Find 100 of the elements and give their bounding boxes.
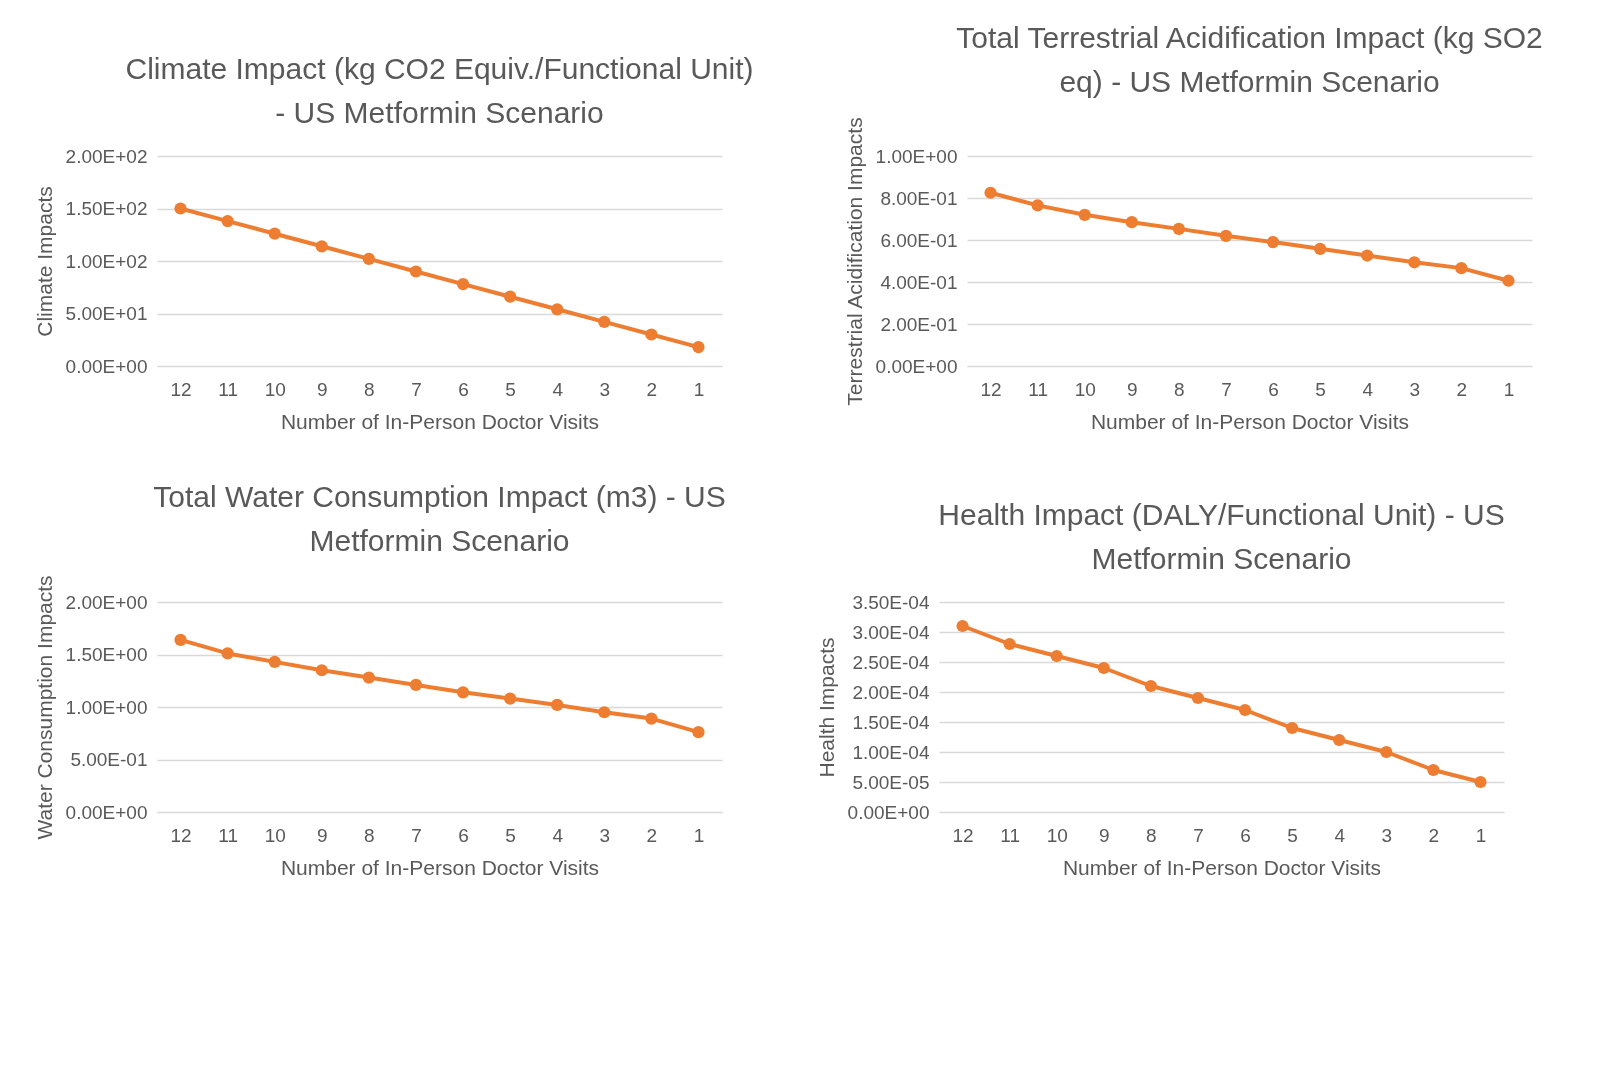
point bbox=[174, 633, 187, 646]
point bbox=[1078, 208, 1091, 221]
y-axis-title: Health Impacts bbox=[814, 637, 838, 778]
point bbox=[1097, 661, 1110, 675]
y-tick-label: 4.00E-01 bbox=[880, 271, 958, 293]
point bbox=[1144, 679, 1157, 693]
x-tick-label: 11 bbox=[1000, 824, 1020, 846]
x-axis-title: Number of In-Person Doctor Visits bbox=[280, 409, 600, 433]
point bbox=[551, 698, 564, 712]
x-tick-label: 1 bbox=[693, 824, 705, 846]
point bbox=[1408, 256, 1421, 269]
y-tick-label: 5.00E+01 bbox=[65, 303, 148, 324]
y-axis-title: Water Consumption Impacts bbox=[32, 575, 56, 840]
y-tick-label: 1.00E+00 bbox=[875, 145, 958, 167]
x-tick-label: 12 bbox=[170, 824, 192, 846]
x-tick-label: 8 bbox=[1146, 824, 1157, 846]
y-tick-label: 1.00E-04 bbox=[852, 741, 930, 763]
x-tick-label: 11 bbox=[218, 378, 238, 400]
point bbox=[1125, 216, 1138, 229]
x-axis-title: Number of In-Person Doctor Visits bbox=[1062, 855, 1382, 879]
point bbox=[504, 290, 517, 303]
point bbox=[1050, 649, 1063, 663]
x-tick-label: 9 bbox=[1099, 824, 1110, 846]
x-tick-label: 4 bbox=[552, 378, 564, 400]
y-tick-label: 2.00E-04 bbox=[852, 681, 930, 703]
x-tick-label: 9 bbox=[317, 378, 328, 400]
x-tick-label: 8 bbox=[1174, 378, 1185, 400]
x-tick-label: 5 bbox=[505, 378, 516, 400]
point bbox=[645, 328, 658, 341]
x-tick-label: 4 bbox=[1362, 378, 1374, 400]
point bbox=[1191, 691, 1205, 705]
y-tick-label: 0.00E+00 bbox=[65, 355, 148, 377]
chart-title: Total Terrestrial Acidification Impact (kg SO2 eq) - US Metformin Scenario bbox=[956, 21, 1543, 99]
point bbox=[1238, 703, 1252, 717]
x-tick-label: 2 bbox=[646, 824, 658, 846]
chart-title: Total Water Consumption Impact (m3) - US Metformin Scenario bbox=[153, 479, 726, 557]
x-tick-label: 6 bbox=[1240, 824, 1251, 846]
y-tick-label: 1.50E-04 bbox=[852, 711, 930, 733]
x-tick-label: 10 bbox=[1046, 824, 1068, 846]
y-tick-label: 3.50E-04 bbox=[852, 591, 930, 613]
point bbox=[362, 671, 375, 684]
point bbox=[315, 664, 328, 677]
y-tick-label: 1.00E+02 bbox=[65, 250, 148, 272]
point bbox=[1219, 229, 1233, 242]
x-tick-label: 12 bbox=[170, 378, 192, 400]
point bbox=[1003, 637, 1016, 651]
y-tick-label: 5.00E-05 bbox=[852, 771, 930, 793]
x-tick-label: 8 bbox=[364, 378, 375, 400]
x-tick-label: 3 bbox=[599, 824, 611, 846]
x-tick-label: 8 bbox=[364, 824, 375, 846]
point bbox=[456, 686, 470, 699]
point bbox=[551, 303, 564, 316]
point bbox=[221, 647, 234, 660]
point bbox=[1380, 745, 1393, 759]
x-tick-label: 6 bbox=[1268, 378, 1279, 400]
x-tick-label: 10 bbox=[264, 378, 286, 400]
point bbox=[1172, 222, 1185, 235]
point bbox=[598, 706, 611, 719]
y-tick-label: 1.50E+02 bbox=[65, 198, 148, 219]
point bbox=[692, 340, 705, 354]
point bbox=[362, 252, 375, 266]
x-tick-label: 2 bbox=[1456, 378, 1468, 400]
x-tick-label: 10 bbox=[264, 824, 286, 846]
x-tick-label: 6 bbox=[458, 378, 469, 400]
point bbox=[1266, 235, 1280, 249]
point bbox=[221, 214, 234, 228]
x-tick-label: 7 bbox=[1193, 824, 1204, 846]
y-tick-label: 2.00E-01 bbox=[880, 313, 958, 335]
point bbox=[1333, 733, 1346, 747]
x-tick-label: 6 bbox=[458, 824, 469, 846]
y-axis-title: Climate Impacts bbox=[32, 186, 56, 337]
y-tick-label: 2.00E+00 bbox=[65, 591, 148, 613]
point bbox=[1502, 274, 1515, 287]
point bbox=[1031, 199, 1044, 212]
point bbox=[645, 712, 658, 725]
x-tick-label: 1 bbox=[693, 378, 705, 400]
y-tick-label: 1.50E+00 bbox=[65, 644, 148, 665]
x-tick-label: 11 bbox=[1028, 378, 1048, 400]
x-tick-label: 7 bbox=[411, 824, 422, 846]
x-tick-label: 4 bbox=[552, 824, 564, 846]
point bbox=[984, 186, 997, 199]
point bbox=[1314, 242, 1327, 255]
x-tick-label: 5 bbox=[505, 824, 516, 846]
y-tick-label: 3.00E-04 bbox=[852, 621, 930, 643]
x-tick-label: 2 bbox=[646, 378, 658, 400]
y-tick-label: 6.00E-01 bbox=[880, 229, 958, 251]
chart-title: Climate Impact (kg CO2 Equiv./Functional Unit) - US Metformin Scenario bbox=[125, 52, 754, 129]
x-tick-label: 11 bbox=[218, 824, 238, 846]
y-tick-label: 2.50E-04 bbox=[852, 651, 930, 673]
x-tick-label: 9 bbox=[317, 824, 328, 846]
point bbox=[956, 619, 969, 633]
x-tick-label: 9 bbox=[1127, 378, 1138, 400]
point bbox=[1427, 763, 1440, 777]
point bbox=[692, 726, 705, 739]
point bbox=[456, 277, 470, 291]
chart-title: Health Impact (DALY/Functional Unit) - US Metformin Scenario bbox=[938, 498, 1505, 575]
point bbox=[1474, 775, 1487, 789]
x-tick-label: 5 bbox=[1287, 824, 1298, 846]
x-axis-title: Number of In-Person Doctor Visits bbox=[1090, 409, 1410, 433]
point bbox=[409, 265, 423, 278]
